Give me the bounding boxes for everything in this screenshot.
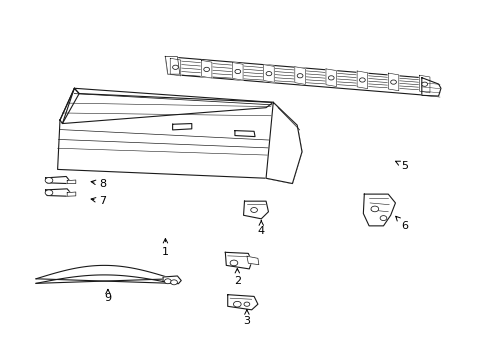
Polygon shape	[67, 180, 76, 184]
Text: 3: 3	[243, 310, 250, 326]
Polygon shape	[356, 71, 367, 89]
Circle shape	[230, 260, 237, 266]
Polygon shape	[387, 73, 398, 91]
Circle shape	[265, 72, 271, 76]
Polygon shape	[227, 294, 257, 310]
Polygon shape	[165, 57, 180, 74]
Text: 5: 5	[395, 161, 407, 171]
Polygon shape	[36, 265, 172, 283]
Polygon shape	[163, 276, 181, 284]
Polygon shape	[325, 69, 336, 86]
Circle shape	[244, 302, 249, 306]
Circle shape	[359, 78, 365, 82]
Text: 8: 8	[91, 179, 106, 189]
Polygon shape	[234, 131, 255, 136]
Polygon shape	[60, 88, 79, 123]
Polygon shape	[263, 65, 274, 82]
Polygon shape	[243, 201, 268, 219]
Polygon shape	[58, 88, 302, 184]
Circle shape	[45, 190, 53, 195]
Circle shape	[172, 65, 178, 69]
Polygon shape	[246, 256, 258, 265]
Circle shape	[390, 80, 396, 84]
Polygon shape	[172, 123, 191, 130]
Polygon shape	[363, 194, 395, 226]
Polygon shape	[265, 102, 302, 184]
Text: 6: 6	[395, 216, 407, 231]
Circle shape	[234, 69, 240, 74]
Polygon shape	[45, 189, 71, 196]
Circle shape	[421, 82, 427, 86]
Polygon shape	[62, 88, 273, 123]
Text: 2: 2	[233, 269, 241, 285]
Text: 9: 9	[104, 289, 111, 303]
Circle shape	[203, 67, 209, 72]
Polygon shape	[419, 75, 429, 93]
Polygon shape	[201, 60, 211, 78]
Circle shape	[327, 76, 333, 80]
Text: 7: 7	[91, 196, 106, 206]
Polygon shape	[165, 57, 435, 95]
Circle shape	[250, 207, 257, 212]
Polygon shape	[170, 58, 181, 76]
Polygon shape	[225, 252, 251, 269]
Polygon shape	[232, 63, 243, 80]
Polygon shape	[67, 192, 76, 196]
Polygon shape	[421, 78, 440, 96]
Circle shape	[297, 74, 303, 78]
Polygon shape	[45, 176, 69, 184]
Text: 4: 4	[257, 220, 264, 236]
Circle shape	[379, 216, 386, 221]
Text: 1: 1	[162, 239, 168, 257]
Circle shape	[170, 280, 177, 285]
Polygon shape	[294, 67, 305, 84]
Circle shape	[164, 279, 171, 284]
Circle shape	[233, 301, 241, 307]
Circle shape	[370, 206, 378, 212]
Circle shape	[45, 177, 53, 183]
